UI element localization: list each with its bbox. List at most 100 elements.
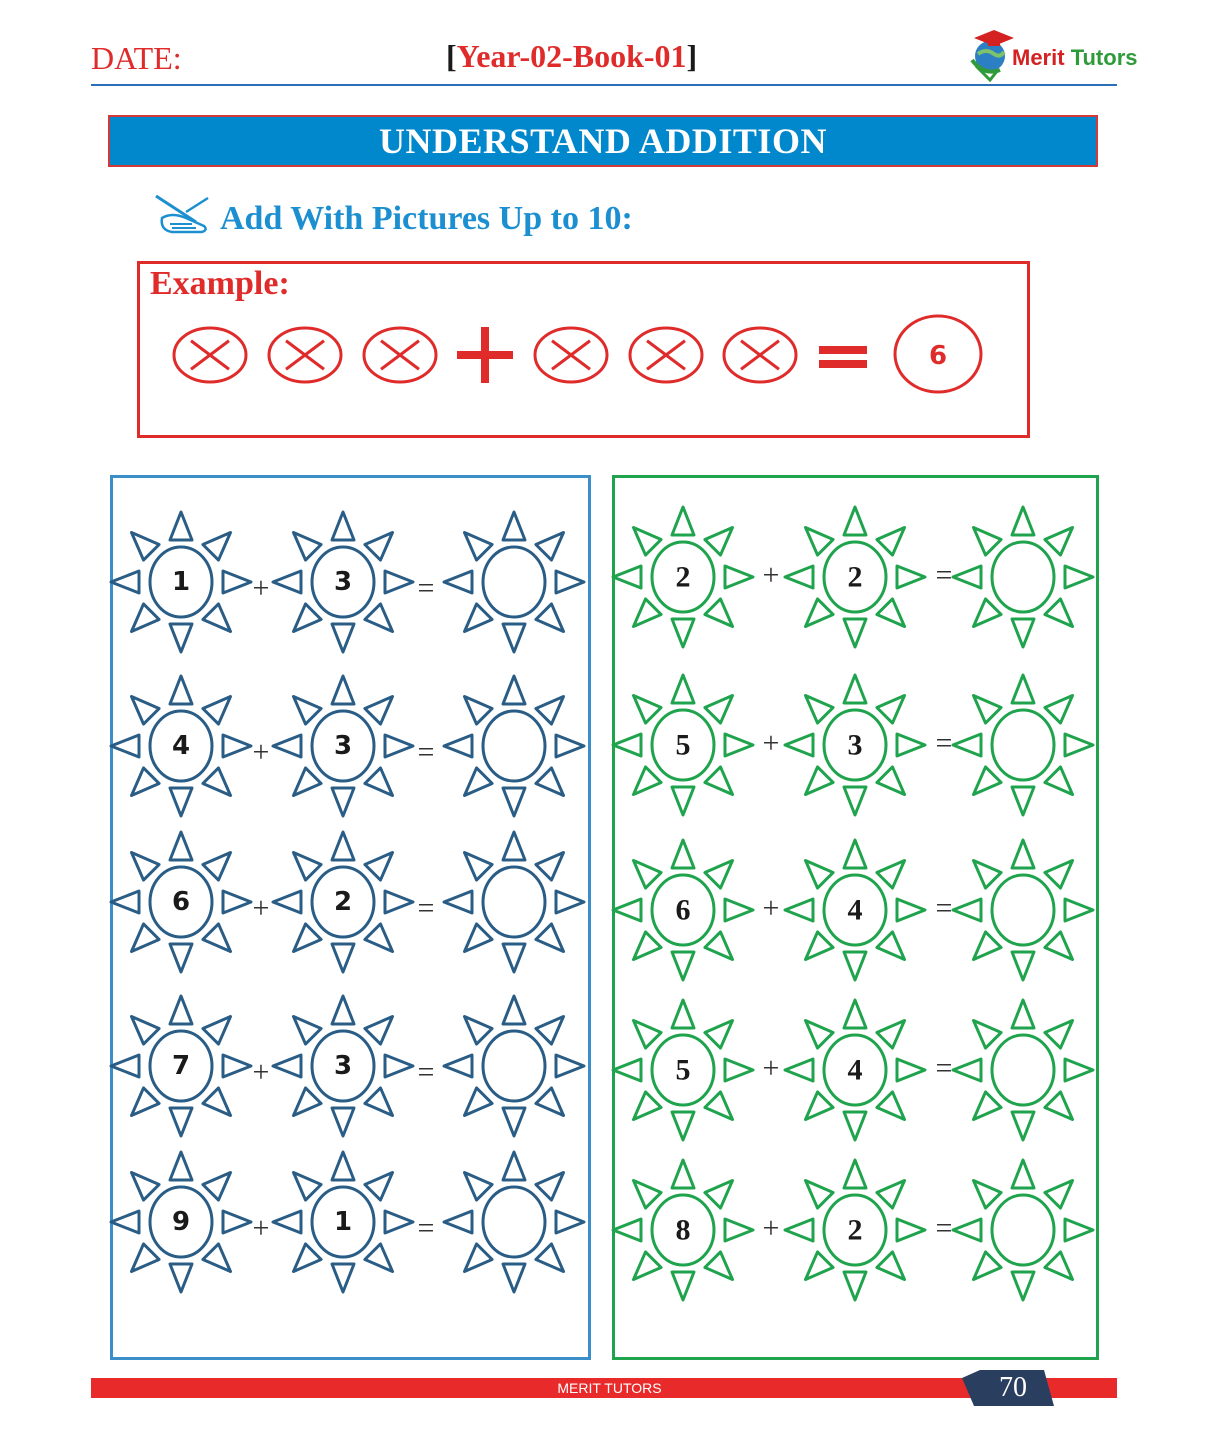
sun-addend-a: 8 [611,1158,755,1302]
plus-sign: + [763,1052,780,1085]
plus-sign: + [253,1056,270,1089]
example-box [137,261,1030,438]
svg-text:=: = [418,1212,435,1245]
sun-answer-blank[interactable] [439,1147,589,1297]
svg-text:+: + [763,1052,780,1085]
sun-answer-blank[interactable] [948,835,1098,985]
svg-text:+: + [253,892,270,925]
sun-answer-blank[interactable] [948,995,1098,1145]
sun-answer-blank[interactable] [439,507,589,657]
svg-text:=: = [936,727,953,760]
plus-sign: + [763,892,780,925]
logo-text: Merit Tutors [1012,45,1138,70]
equals-sign: = [936,1212,953,1245]
sun-number: 2 [334,887,352,917]
sun-number: 9 [172,1207,190,1237]
example-answer: 6 [929,341,947,371]
page-number-tab [962,1370,1054,1406]
equals-sign: = [936,892,953,925]
svg-text:+: + [763,727,780,760]
sun-answer-blank[interactable] [948,1155,1098,1305]
page-number: 70 [999,1372,1027,1403]
sun-answer-blank[interactable] [948,670,1098,820]
sun-number: 3 [334,731,352,761]
graduation-cap-icon [974,30,1014,46]
sun-addend-a: 6 [611,838,755,982]
plus-sign: + [763,727,780,760]
header-divider [91,84,1117,86]
sun-addend-b: 3 [271,674,415,818]
example-answer-circle [893,314,983,394]
svg-text:+: + [253,572,270,605]
crossed-circle-icon [172,326,248,384]
example-equation: 6 [172,314,983,394]
sun-addend-a: 2 [611,505,755,649]
book-code-text: Year-02-Book-01 [456,38,687,74]
sun-number: 5 [676,729,691,762]
sun-number: 4 [848,1054,863,1087]
sun-addend-a: 7 [109,994,253,1138]
footer-bar [91,1378,1117,1398]
svg-text:=: = [936,1052,953,1085]
svg-text:=: = [936,1212,953,1245]
sun-number: 3 [334,567,352,597]
merit-tutors-logo [970,30,1014,83]
crossed-circle-icon [628,326,704,384]
crossed-circle-icon [267,326,343,384]
equals-sign: = [936,727,953,760]
sun-number: 4 [848,894,863,927]
sun-number: 2 [848,1214,863,1247]
date-label: DATE: [91,40,182,76]
example-equals-sign [819,346,867,368]
footer-text: MERIT TUTORS [557,1380,662,1396]
sun-number: 4 [172,731,190,761]
sun-addend-b: 2 [783,1158,927,1302]
sun-number: 6 [172,887,190,917]
svg-text:+: + [253,1056,270,1089]
equals-sign: = [418,1212,435,1245]
svg-text:+: + [763,559,780,592]
plus-sign: + [763,559,780,592]
sun-addend-b: 3 [271,994,415,1138]
svg-text:=: = [936,892,953,925]
page-title: UNDERSTAND ADDITION [379,121,827,161]
svg-text:=: = [418,572,435,605]
equals-sign: = [418,572,435,605]
svg-text:+: + [763,892,780,925]
example-plus-sign [457,327,513,383]
plus-sign: + [253,1212,270,1245]
sun-number: 8 [676,1214,691,1247]
svg-text:+: + [253,1212,270,1245]
pencil-hand-icon [155,194,209,234]
plus-sign: + [253,892,270,925]
sun-number: 2 [676,561,691,594]
sun-answer-blank[interactable] [439,991,589,1141]
plus-sign: + [253,572,270,605]
equals-sign: = [418,1056,435,1089]
sun-answer-blank[interactable] [439,671,589,821]
sun-addend-b: 3 [783,673,927,817]
crossed-circle-icon [722,326,798,384]
instruction-text: Add With Pictures Up to 10: [220,200,633,237]
svg-text:+: + [253,736,270,769]
sun-number: 3 [334,1051,352,1081]
sun-answer-blank[interactable] [439,827,589,977]
sun-number: 1 [172,567,190,597]
left-problems-panel [110,475,591,1360]
sun-addend-b: 4 [783,998,927,1142]
sun-addend-b: 2 [783,505,927,649]
sun-addend-b: 4 [783,838,927,982]
sun-number: 7 [172,1051,190,1081]
sun-number: 2 [848,561,863,594]
sun-addend-a: 1 [109,510,253,654]
svg-text:=: = [936,559,953,592]
svg-text:=: = [418,892,435,925]
sun-number: 6 [676,894,691,927]
equals-sign: = [936,1052,953,1085]
right-problems-panel [612,475,1099,1360]
title-banner: UNDERSTAND ADDITION [108,115,1098,167]
example-label: Example: [150,265,290,302]
sun-addend-b: 2 [271,830,415,974]
sun-answer-blank[interactable] [948,502,1098,652]
sun-addend-b: 3 [271,510,415,654]
